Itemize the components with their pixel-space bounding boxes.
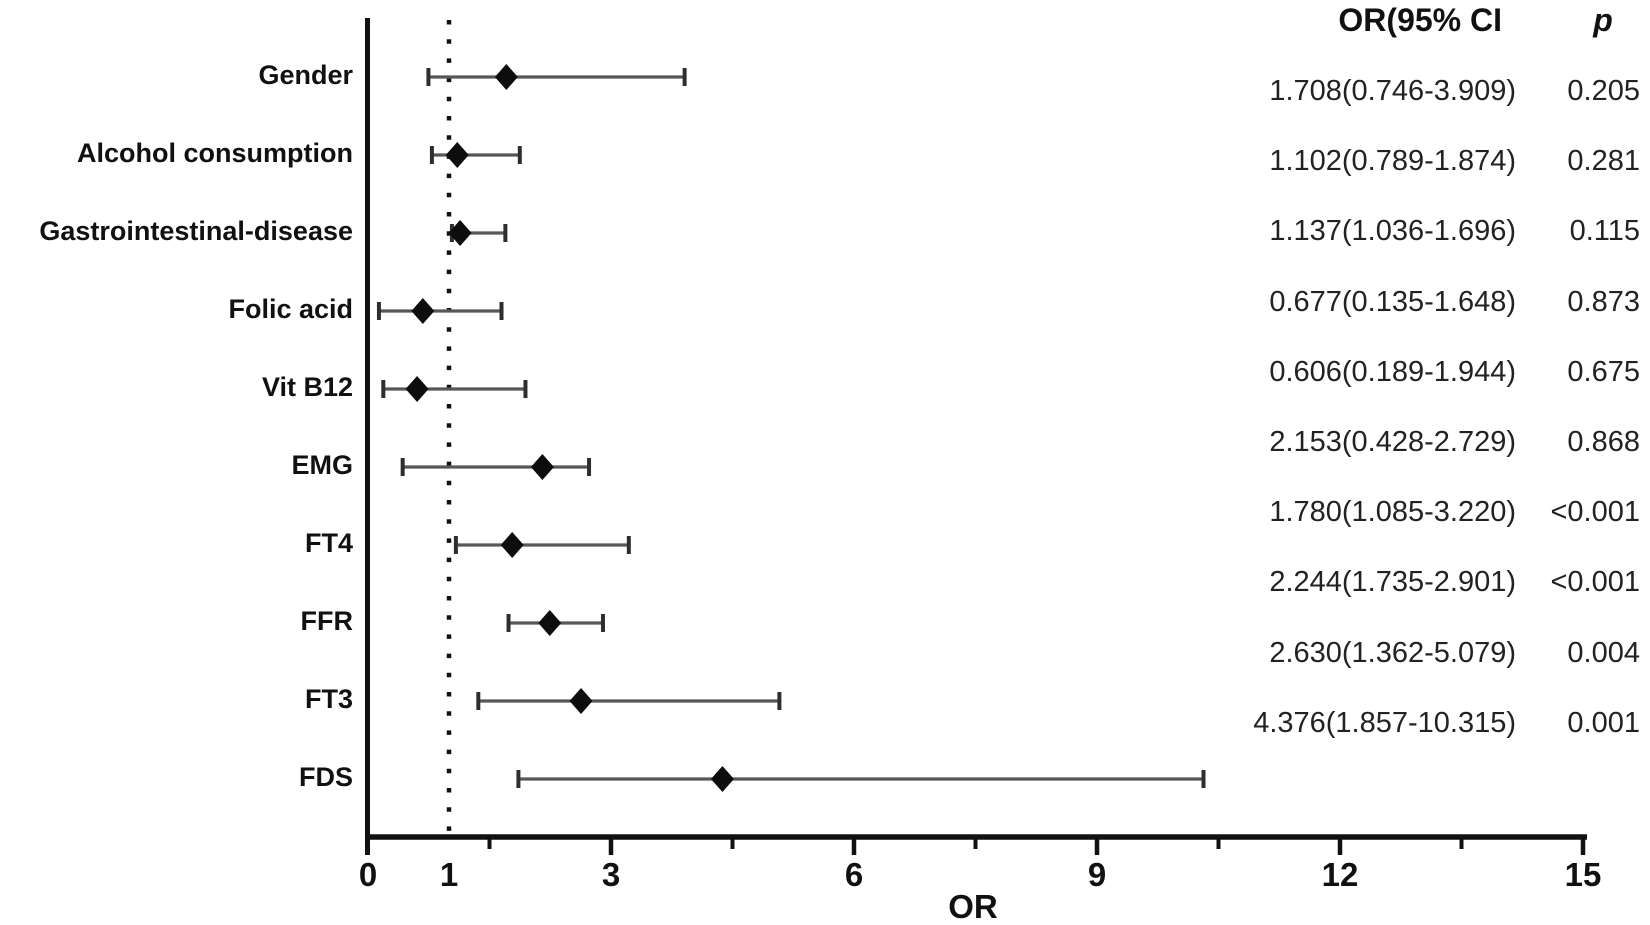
p-value: 0.868 xyxy=(1567,426,1640,458)
or-ci-value: 0.677(0.135-1.648) xyxy=(1269,285,1516,318)
x-axis-tick-label: 6 xyxy=(844,856,864,893)
x-axis-tick-label: 9 xyxy=(1087,856,1107,893)
or-diamond-marker xyxy=(405,376,429,402)
row-label: Gastrointestinal-disease xyxy=(39,216,353,246)
p-value: 0.004 xyxy=(1567,636,1640,669)
or-diamond-marker xyxy=(445,142,469,168)
row-label: FT3 xyxy=(304,684,353,714)
row-label: Alcohol consumption xyxy=(77,138,353,168)
or-diamond-marker xyxy=(538,610,562,636)
row-label: FFR xyxy=(300,606,353,636)
or-ci-column-header: OR(95% CI xyxy=(1338,2,1502,38)
x-axis-tick-label: 12 xyxy=(1321,856,1359,893)
or-ci-value: 2.244(1.735-2.901) xyxy=(1269,566,1516,599)
row-label: Folic acid xyxy=(228,294,353,324)
or-ci-value: 4.376(1.857-10.315) xyxy=(1253,706,1516,739)
or-ci-value: 1.137(1.036-1.696) xyxy=(1269,215,1516,248)
or-diamond-marker xyxy=(710,766,734,792)
p-value: 0.115 xyxy=(1569,215,1640,248)
p-value: 0.281 xyxy=(1567,145,1640,178)
row-label: FDS xyxy=(299,762,353,792)
or-diamond-marker xyxy=(530,454,554,480)
or-diamond-marker xyxy=(448,220,472,246)
x-axis-tick-label: 1 xyxy=(439,856,459,893)
or-diamond-marker xyxy=(500,532,524,558)
or-diamond-marker xyxy=(411,298,435,324)
or-ci-value: 0.606(0.189-1.944) xyxy=(1269,355,1516,388)
x-axis-tick-label: 3 xyxy=(601,856,621,893)
p-column-header: p xyxy=(1593,2,1613,38)
or-ci-value: 1.102(0.789-1.874) xyxy=(1269,145,1516,178)
p-value: 0.675 xyxy=(1567,355,1640,388)
x-axis-title: OR xyxy=(948,888,998,925)
p-value: 0.205 xyxy=(1567,75,1640,107)
x-axis-tick-label: 15 xyxy=(1564,856,1602,893)
p-value: 0.873 xyxy=(1567,285,1640,318)
row-label: FT4 xyxy=(304,528,353,558)
or-ci-value: 2.153(0.428-2.729) xyxy=(1269,426,1516,458)
p-value: <0.001 xyxy=(1550,496,1640,529)
row-label: EMG xyxy=(291,450,353,480)
p-value: <0.001 xyxy=(1550,566,1640,599)
x-axis-tick-label: 0 xyxy=(358,856,378,893)
row-label: Gender xyxy=(258,60,353,90)
or-ci-value: 2.630(1.362-5.079) xyxy=(1269,636,1516,669)
or-diamond-marker xyxy=(569,688,593,714)
or-ci-value: 1.708(0.746-3.909) xyxy=(1269,75,1516,107)
p-value: 0.001 xyxy=(1567,706,1640,739)
row-label: Vit B12 xyxy=(261,372,353,402)
or-ci-value: 1.780(1.085-3.220) xyxy=(1269,496,1516,529)
or-diamond-marker xyxy=(494,64,518,90)
